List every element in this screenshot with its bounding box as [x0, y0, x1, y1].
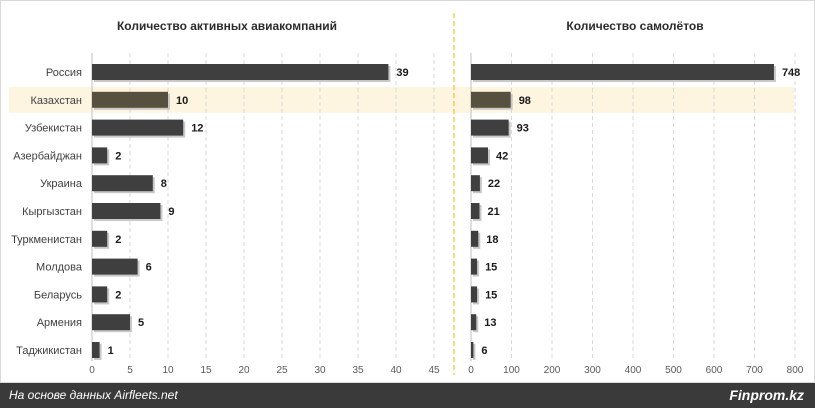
source-note: На основе данных Airfleets.net	[9, 388, 178, 402]
x-tick-label: 5	[127, 365, 133, 376]
value-label: 12	[191, 123, 203, 135]
value-label: 15	[485, 262, 497, 274]
value-label: 15	[485, 289, 497, 301]
value-label: 8	[161, 178, 167, 190]
value-label: 5	[138, 317, 144, 329]
value-label: 39	[396, 67, 408, 79]
bar	[471, 64, 774, 80]
x-tick-label: 100	[503, 365, 520, 376]
category-label: Кыргызстан	[22, 206, 82, 218]
category-label: Россия	[46, 67, 82, 79]
x-tick-label: 15	[200, 365, 212, 376]
x-tick-label: 30	[314, 365, 326, 376]
x-tick-label: 40	[390, 365, 402, 376]
category-label: Таджикистан	[16, 345, 82, 357]
x-tick-label: 0	[89, 365, 95, 376]
bar	[471, 91, 511, 108]
bar	[471, 147, 489, 164]
x-tick-label: 700	[746, 365, 763, 376]
value-label: 42	[496, 150, 508, 162]
x-tick-label: 25	[276, 365, 288, 376]
value-label: 13	[484, 317, 496, 329]
bar	[92, 119, 184, 136]
bar	[471, 342, 474, 358]
bar	[92, 314, 130, 331]
value-label: 2	[115, 289, 121, 301]
bar	[92, 286, 108, 303]
category-label: Узбекистан	[25, 123, 82, 135]
x-tick-label: 35	[352, 365, 364, 376]
bar	[92, 175, 153, 192]
bar	[471, 203, 480, 219]
x-tick-label: 800	[787, 365, 804, 376]
value-label: 18	[486, 234, 498, 246]
chart-title: Количество самолётов	[566, 19, 703, 33]
x-tick-label: 400	[625, 365, 642, 376]
category-label: Азербайджан	[13, 150, 82, 162]
value-label: 22	[488, 178, 500, 190]
bar	[471, 175, 480, 192]
x-tick-label: 600	[706, 365, 723, 376]
bar	[471, 258, 478, 275]
value-label: 1	[108, 345, 114, 357]
value-label: 9	[168, 206, 174, 218]
bar-shadow	[473, 344, 476, 360]
brand-logo-text: Finprom.kz	[729, 387, 804, 403]
value-label: 2	[115, 150, 121, 162]
bar	[471, 119, 509, 136]
chart-frame: Количество активных авиакомпаний Количест…	[0, 0, 815, 383]
value-label: 21	[488, 206, 500, 218]
x-tick-label: 20	[238, 365, 250, 376]
value-label: 748	[782, 67, 800, 79]
bar	[471, 286, 478, 303]
x-tick-label: 45	[428, 365, 440, 376]
x-tick-label: 500	[665, 365, 682, 376]
x-tick-label: 0	[468, 365, 474, 376]
value-label: 6	[481, 345, 487, 357]
bar	[92, 147, 108, 164]
category-label: Туркменистан	[11, 234, 82, 246]
value-label: 10	[176, 95, 188, 107]
category-label: Беларусь	[34, 289, 82, 301]
category-label: Молдова	[36, 262, 83, 274]
bar	[92, 64, 389, 80]
chart-area: Количество активных авиакомпаний Количест…	[9, 13, 804, 376]
x-tick-label: 200	[544, 365, 561, 376]
bar	[92, 258, 138, 275]
footer-bar: На основе данных Airfleets.net Finprom.k…	[0, 383, 815, 408]
x-tick-label: 300	[584, 365, 601, 376]
bar	[92, 230, 108, 247]
bar	[92, 203, 161, 219]
chart-title: Количество активных авиакомпаний	[117, 19, 337, 33]
value-label: 2	[115, 234, 121, 246]
category-label: Армения	[37, 317, 82, 329]
bar	[92, 91, 168, 108]
category-label: Украина	[40, 178, 83, 190]
value-label: 6	[146, 262, 152, 274]
category-label: Казахстан	[30, 95, 82, 107]
value-label: 98	[519, 95, 531, 107]
bar	[471, 314, 477, 331]
x-tick-label: 10	[162, 365, 174, 376]
bar	[471, 230, 479, 247]
bar	[92, 342, 100, 358]
value-label: 93	[517, 123, 529, 135]
